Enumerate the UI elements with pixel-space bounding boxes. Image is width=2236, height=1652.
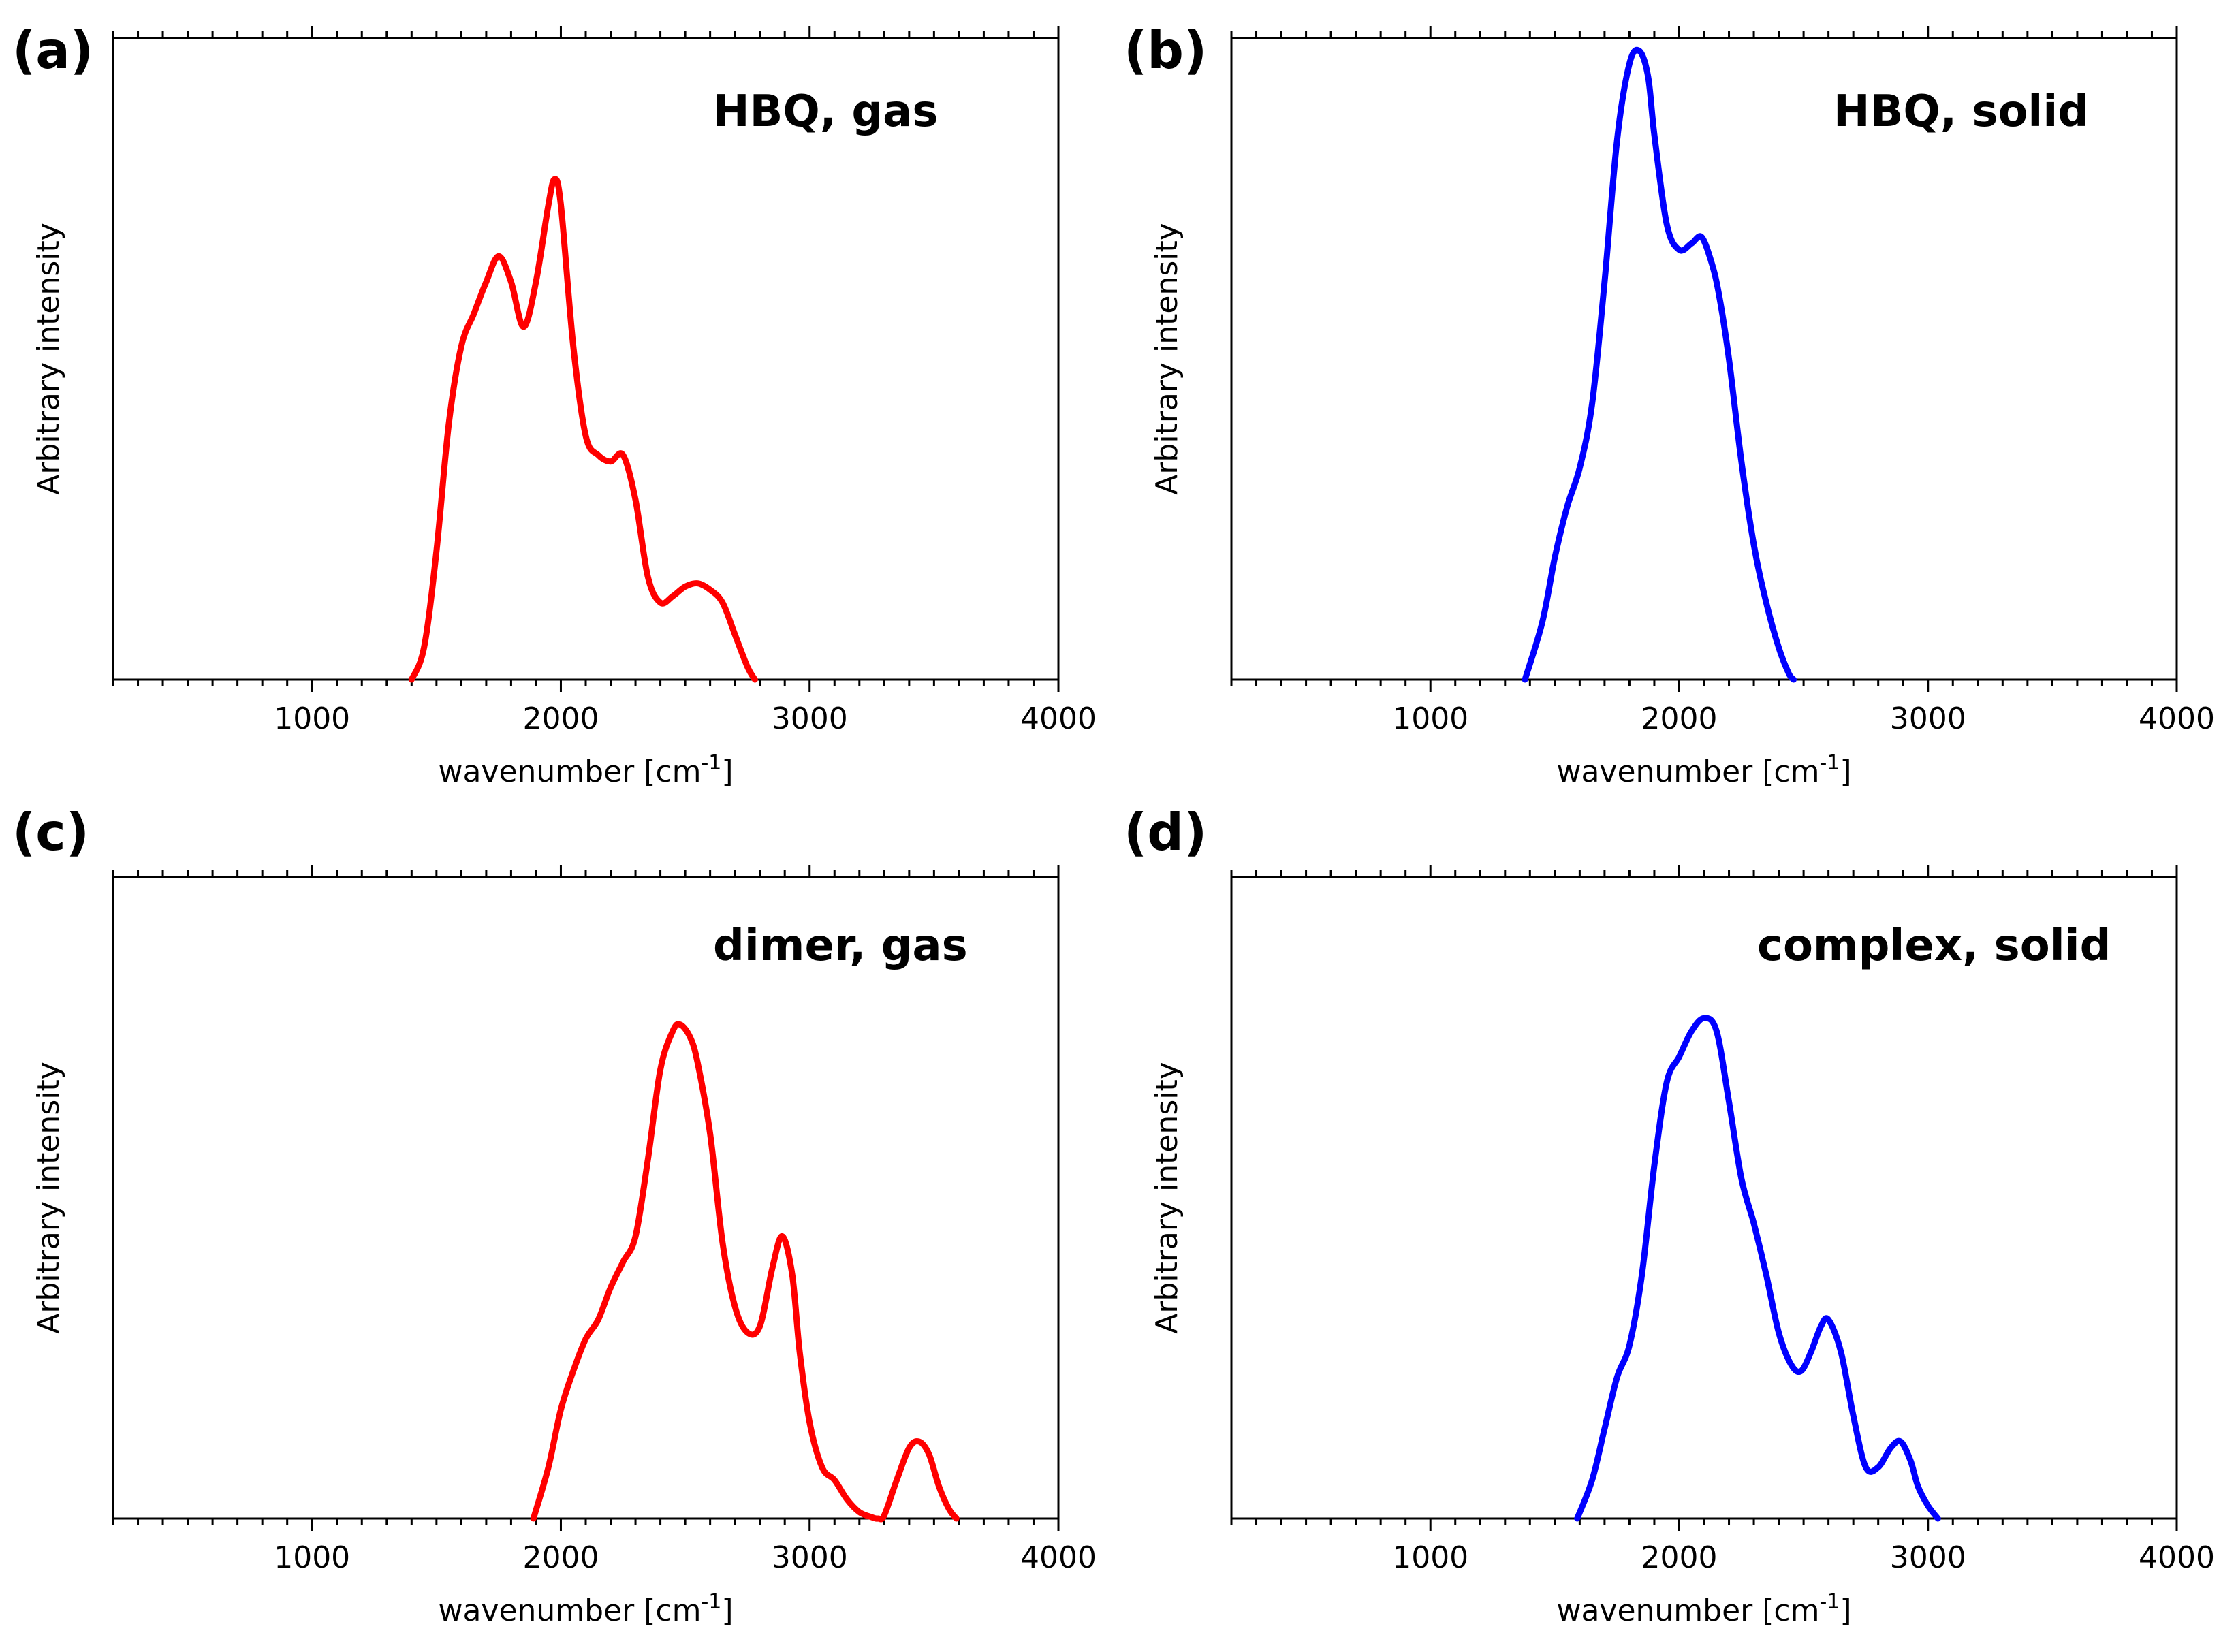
- panel-letter: (c): [12, 802, 89, 862]
- y-axis-label: Arbitrary intensity: [31, 223, 66, 495]
- y-axis-label: Arbitrary intensity: [1150, 1062, 1184, 1334]
- panel-a: 1000 2000 3000 4000 wavenumber [cm-1] Arbitra…: [12, 20, 1097, 789]
- x-tick-label: 1000: [274, 1540, 350, 1575]
- panel-b: 1000 2000 3000 4000 wavenumber [cm-1] Arbitra…: [1124, 20, 2215, 789]
- panel-c: 1000 2000 3000 4000 wavenumber [cm-1] Arbitra…: [12, 802, 1097, 1628]
- spectrum-line: [1574, 1015, 1941, 1522]
- panel-title: dimer, gas: [713, 921, 968, 971]
- x-tick-label: 1000: [1392, 1540, 1468, 1575]
- spectrum-line: [530, 1021, 960, 1523]
- x-axis-label: wavenumber [cm-1]: [438, 751, 733, 789]
- x-axis-label: wavenumber [cm-1]: [1556, 751, 1851, 789]
- x-axis-label: wavenumber [cm-1]: [1556, 1590, 1851, 1628]
- x-tick-label: 4000: [1020, 1540, 1097, 1575]
- y-axis-label: Arbitrary intensity: [31, 1062, 66, 1334]
- panel-letter: (d): [1124, 802, 1207, 862]
- panel-title: HBQ, gas: [713, 86, 938, 137]
- x-tick-label: 2000: [1641, 701, 1717, 736]
- panel-d: 1000 2000 3000 4000 wavenumber [cm-1] Arbitra…: [1124, 802, 2215, 1628]
- x-axis-label: wavenumber [cm-1]: [438, 1590, 733, 1628]
- plot-frame: [1230, 876, 2178, 1520]
- x-tick-label: 4000: [2139, 701, 2215, 736]
- x-tick-label: 3000: [772, 1540, 848, 1575]
- x-tick-label: 1000: [274, 701, 350, 736]
- y-axis-label: Arbitrary intensity: [1150, 223, 1184, 495]
- x-tick-label: 1000: [1392, 701, 1468, 736]
- x-tick-label: 3000: [1890, 1540, 1966, 1575]
- panel-letter: (b): [1124, 20, 1207, 80]
- x-tick-label: 2000: [522, 1540, 599, 1575]
- panel-title: HBQ, solid: [1833, 86, 2089, 137]
- x-tick-label: 2000: [1641, 1540, 1717, 1575]
- panel-title: complex, solid: [1757, 921, 2111, 971]
- x-tick-label: 3000: [772, 701, 848, 736]
- x-tick-label: 3000: [1890, 701, 1966, 736]
- spectrum-line: [1522, 46, 1797, 683]
- x-tick-label: 4000: [2139, 1540, 2215, 1575]
- plot-frame: [112, 876, 1060, 1520]
- spectrum-line: [408, 176, 758, 683]
- x-tick-label: 4000: [1020, 701, 1097, 736]
- panel-letter: (a): [12, 20, 93, 80]
- x-tick-label: 2000: [522, 701, 599, 736]
